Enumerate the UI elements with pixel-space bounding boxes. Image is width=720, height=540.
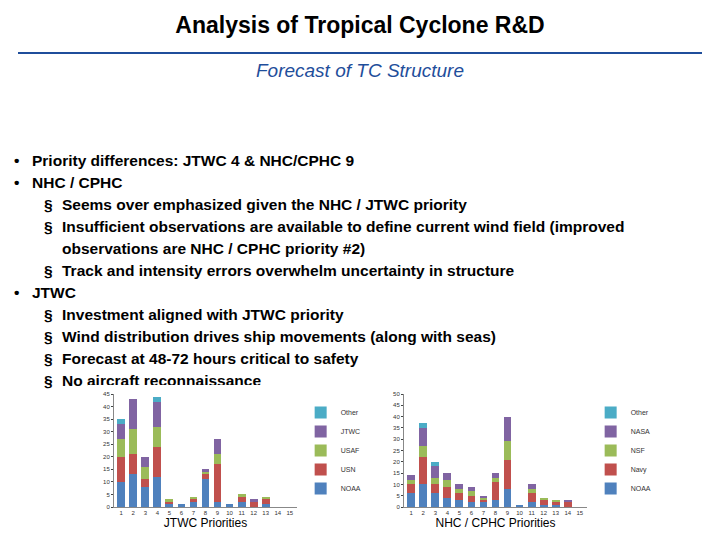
svg-text:2: 2: [132, 510, 136, 516]
svg-text:9: 9: [216, 510, 220, 516]
svg-text:40: 40: [103, 404, 110, 410]
svg-text:13: 13: [262, 510, 269, 516]
svg-text:10: 10: [393, 482, 400, 488]
svg-text:USAF: USAF: [341, 447, 360, 454]
svg-text:15: 15: [103, 466, 110, 472]
svg-text:35: 35: [393, 425, 400, 431]
html-text:No aircraft reconnaissance: No aircraft reconnaissance: [62, 372, 261, 389]
svg-text:Navy: Navy: [631, 466, 647, 474]
svg-text:Other: Other: [341, 409, 359, 416]
svg-text:0: 0: [106, 504, 110, 510]
svg-text:10: 10: [226, 510, 233, 516]
svg-text:JTWC Priorities: JTWC Priorities: [164, 516, 247, 530]
svg-text:10: 10: [516, 510, 523, 516]
svg-text:Other: Other: [631, 409, 649, 416]
svg-text:6: 6: [180, 510, 184, 516]
svg-text:10: 10: [103, 479, 110, 485]
svg-text:9: 9: [506, 510, 510, 516]
svg-text:7: 7: [482, 510, 486, 516]
svg-text:5: 5: [106, 492, 110, 498]
svg-text:30: 30: [103, 429, 110, 435]
svg-text:NSF: NSF: [631, 447, 645, 454]
svg-text:12: 12: [540, 510, 547, 516]
svg-text:15: 15: [286, 510, 293, 516]
svg-text:4: 4: [156, 510, 160, 516]
svg-text:JTWC: JTWC: [341, 428, 360, 435]
svg-text:14: 14: [274, 510, 281, 516]
html-text:Investment aligned with JTWC p: Investment aligned with JTWC priority: [62, 306, 344, 323]
svg-text:13: 13: [552, 510, 559, 516]
html-text:Seems over emphasized given th: Seems over emphasized given the NHC / JT…: [62, 196, 467, 213]
svg-text:NOAA: NOAA: [341, 485, 361, 492]
svg-text:15: 15: [576, 510, 583, 516]
html-text:JTWC: JTWC: [32, 284, 76, 301]
svg-text:20: 20: [393, 459, 400, 465]
svg-text:45: 45: [393, 402, 400, 408]
svg-text:50: 50: [393, 391, 400, 397]
svg-text:40: 40: [393, 414, 400, 420]
svg-text:45: 45: [103, 391, 110, 397]
svg-text:1: 1: [410, 510, 414, 516]
svg-text:USN: USN: [341, 466, 356, 473]
html-text:Insufficient observations are: Insufficient observations are available …: [62, 218, 625, 257]
html-text:NHC / CPHC: NHC / CPHC: [32, 174, 123, 191]
svg-text:8: 8: [494, 510, 498, 516]
svg-text:3: 3: [434, 510, 438, 516]
svg-text:15: 15: [393, 470, 400, 476]
svg-text:12: 12: [250, 510, 257, 516]
svg-text:4: 4: [446, 510, 450, 516]
svg-text:0: 0: [396, 504, 400, 510]
svg-text:7: 7: [192, 510, 196, 516]
svg-text:1: 1: [120, 510, 124, 516]
html-text:Forecast at 48-72 hours critic: Forecast at 48-72 hours critical to safe…: [62, 350, 359, 367]
html-text:Wind distribution drives ship: Wind distribution drives ship movements …: [62, 328, 496, 345]
svg-text:14: 14: [564, 510, 571, 516]
html-text:Priority differences: JTWC 4 &: Priority differences: JTWC 4 & NHC/CPHC …: [32, 152, 355, 169]
svg-text:30: 30: [393, 436, 400, 442]
svg-text:25: 25: [393, 448, 400, 454]
svg-text:3: 3: [144, 510, 148, 516]
svg-text:20: 20: [103, 454, 110, 460]
svg-text:6: 6: [470, 510, 474, 516]
svg-text:8: 8: [204, 510, 208, 516]
svg-text:NHC / CPHC Priorities: NHC / CPHC Priorities: [435, 516, 555, 530]
svg-text:5: 5: [396, 493, 400, 499]
svg-text:NASA: NASA: [631, 428, 650, 435]
svg-text:5: 5: [168, 510, 172, 516]
svg-text:11: 11: [529, 510, 536, 516]
svg-text:11: 11: [239, 510, 246, 516]
svg-text:35: 35: [103, 416, 110, 422]
svg-text:NOAA: NOAA: [631, 485, 651, 492]
html-text:Forecast of TC Structure: Forecast of TC Structure: [256, 60, 464, 81]
svg-text:25: 25: [103, 441, 110, 447]
html-text:Track and intensity errors ove: Track and intensity errors overwhelm unc…: [62, 262, 515, 279]
svg-text:2: 2: [422, 510, 426, 516]
html-text:Analysis of Tropical Cyclone R: Analysis of Tropical Cyclone R&D: [175, 12, 545, 38]
svg-text:5: 5: [458, 510, 462, 516]
